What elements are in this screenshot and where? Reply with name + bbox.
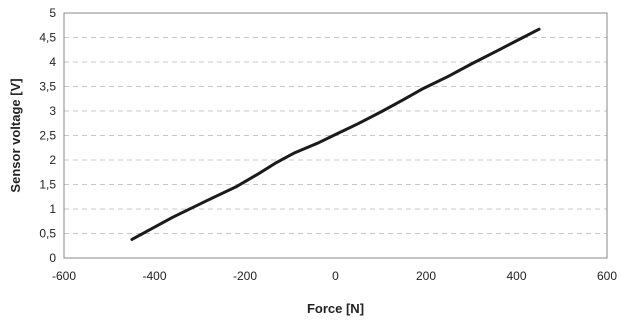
y-tick-label-1: 0,5	[39, 227, 56, 241]
y-tick-label-9: 4,5	[39, 31, 56, 45]
y-tick-label-0: 0	[49, 251, 56, 265]
x-tick-labels: -600 -400 -200 0 200 400 600	[52, 269, 617, 283]
x-axis-title: Force [N]	[307, 301, 364, 316]
x-tick-label-2: -200	[233, 269, 257, 283]
y-tick-label-6: 3	[49, 104, 56, 118]
y-axis-title: Sensor voltage [V]	[8, 78, 23, 192]
y-tick-label-2: 1	[49, 202, 56, 216]
y-tick-label-5: 2,5	[39, 129, 56, 143]
y-tick-label-4: 2	[49, 153, 56, 167]
x-tick-label-3: 0	[332, 269, 339, 283]
y-tick-label-10: 5	[49, 6, 56, 20]
series-line-0	[130, 27, 541, 241]
x-tick-label-1: -400	[142, 269, 166, 283]
x-tick-label-4: 200	[416, 269, 436, 283]
x-tick-label-6: 600	[597, 269, 617, 283]
x-tick-label-5: 400	[506, 269, 526, 283]
x-tick-label-0: -600	[52, 269, 76, 283]
plot-area-frame	[63, 12, 608, 259]
y-tick-label-7: 3,5	[39, 80, 56, 94]
y-tick-label-8: 4	[49, 55, 56, 69]
series-layer	[130, 27, 541, 241]
y-tick-labels: 0 0,5 1 1,5 2 2,5 3 3,5 4 4,5 5	[39, 6, 56, 265]
y-tick-label-3: 1,5	[39, 178, 56, 192]
